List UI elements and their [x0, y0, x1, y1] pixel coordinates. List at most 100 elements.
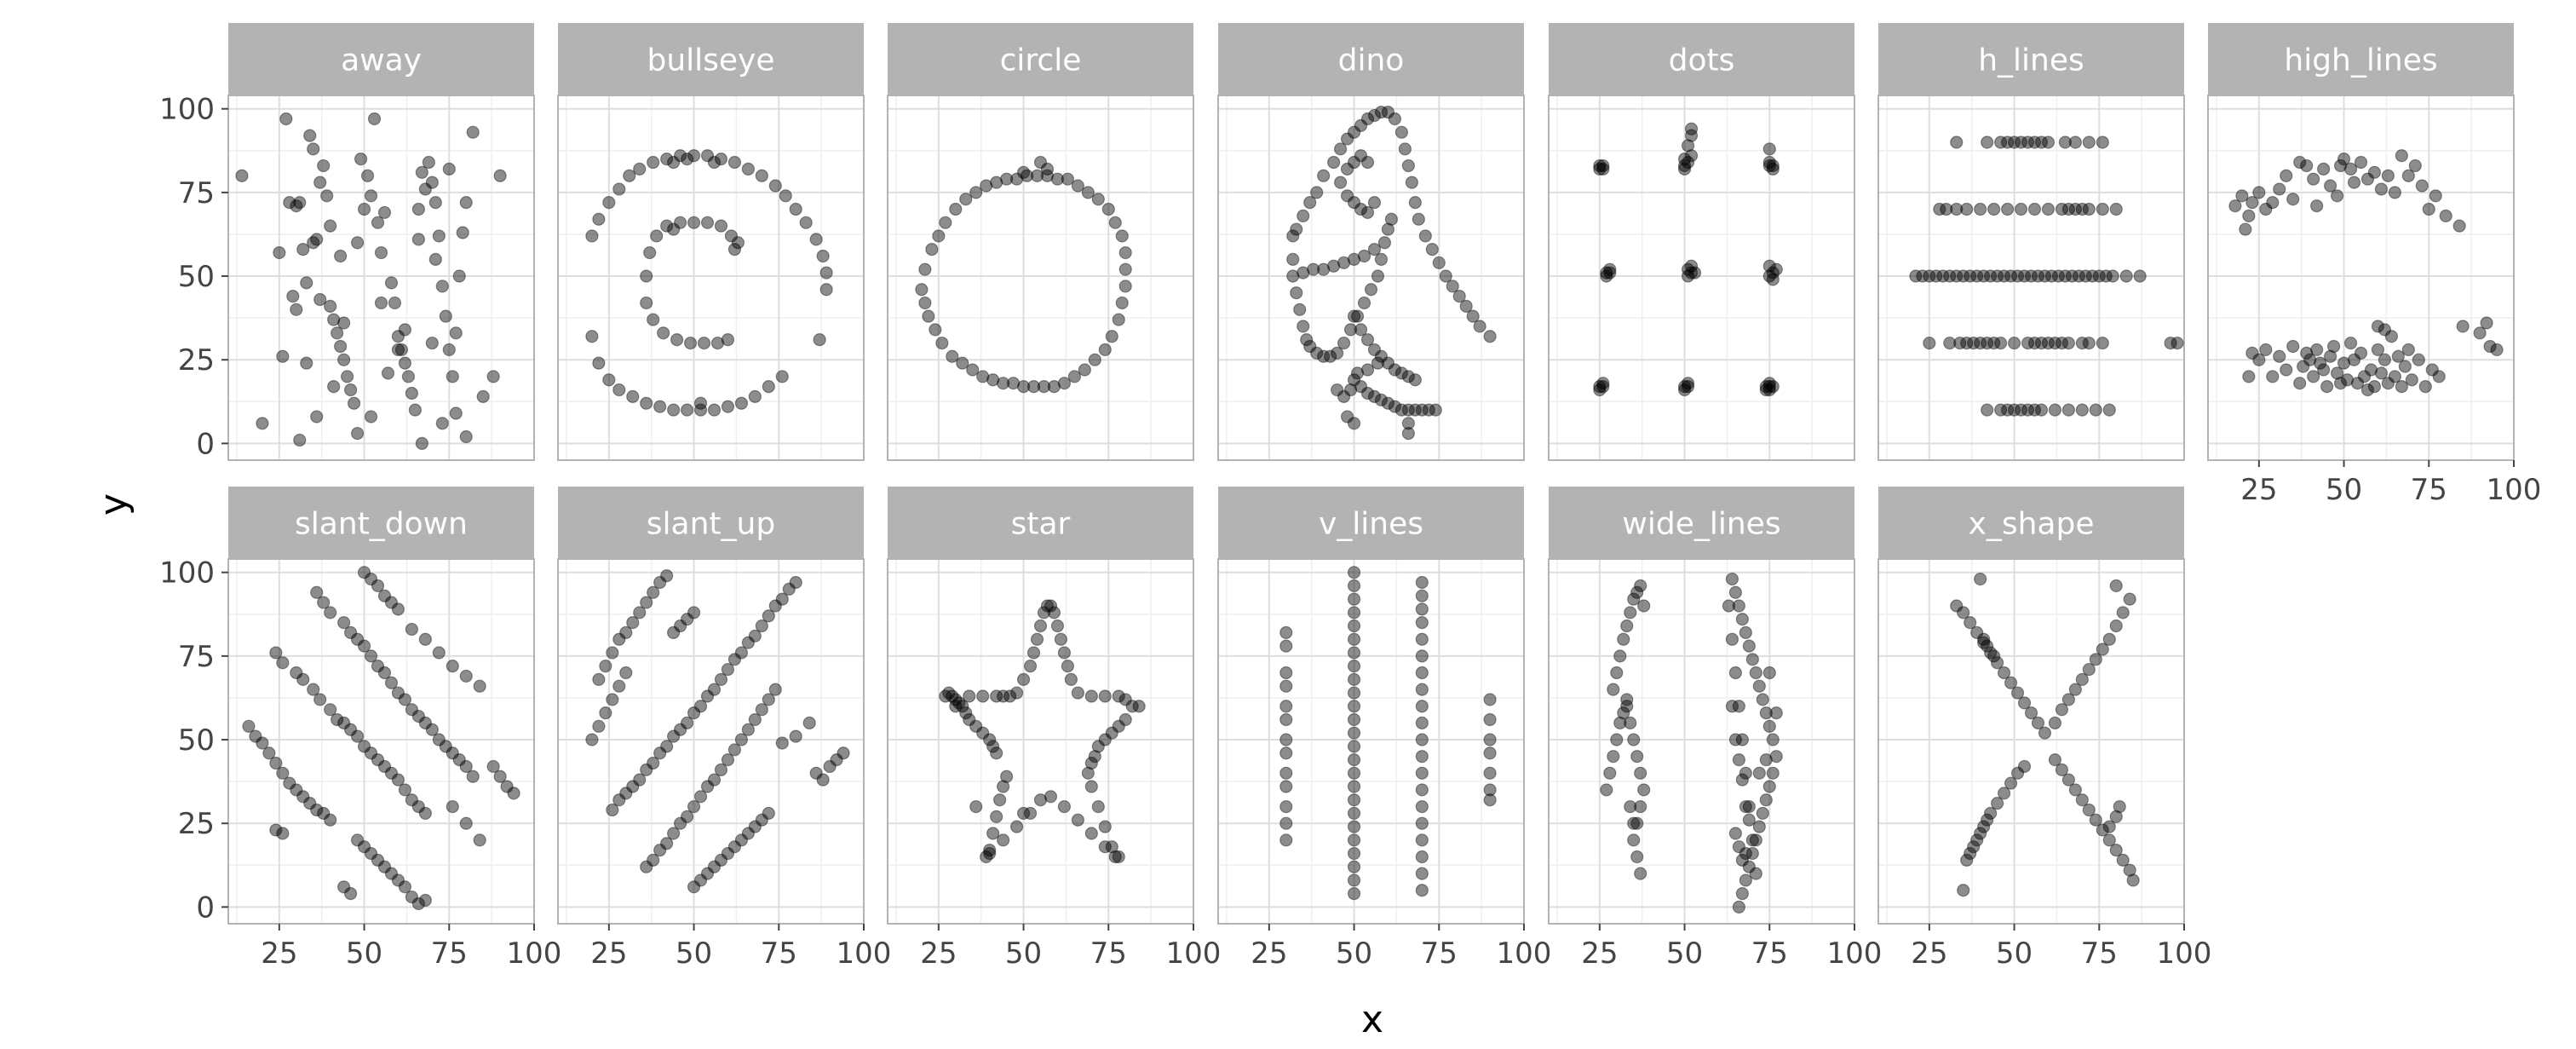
data-point — [693, 790, 708, 804]
data-point — [724, 229, 739, 243]
data-point — [1452, 289, 1466, 303]
data-point — [466, 125, 480, 139]
data-point — [276, 349, 290, 363]
data-point — [1293, 303, 1307, 316]
facet-strip-label: high_lines — [2284, 43, 2437, 78]
data-point — [1337, 336, 1351, 350]
data-point — [374, 296, 388, 310]
data-point — [2133, 269, 2147, 283]
data-point — [1009, 820, 1024, 833]
data-point — [1279, 712, 1293, 727]
data-point — [2061, 202, 2075, 216]
facet-strip-label: slant_down — [295, 507, 468, 542]
data-point — [324, 703, 337, 717]
data-point — [1354, 202, 1368, 216]
data-point — [2337, 356, 2351, 370]
data-point — [1371, 356, 1385, 370]
data-point — [1473, 320, 1486, 333]
data-point — [1297, 266, 1310, 280]
data-point — [612, 679, 626, 693]
data-point — [2044, 269, 2059, 283]
data-point — [640, 269, 653, 283]
data-point — [2273, 349, 2286, 363]
data-point — [1940, 202, 1953, 216]
data-point — [1112, 719, 1125, 733]
data-point — [1354, 380, 1368, 394]
data-point — [418, 716, 432, 730]
data-point — [1401, 417, 1415, 430]
data-point — [1756, 693, 1769, 706]
data-point — [2017, 696, 2032, 710]
data-point — [411, 233, 425, 246]
data-point — [273, 245, 286, 260]
data-point — [364, 410, 378, 424]
data-point — [2014, 403, 2028, 417]
data-point — [1071, 179, 1084, 193]
facet-strip-label: bullseye — [647, 43, 774, 78]
x-tick-label: 50 — [1996, 937, 2033, 971]
data-point — [929, 323, 942, 337]
data-point — [2116, 853, 2130, 867]
data-point — [2051, 269, 2066, 283]
data-point — [310, 803, 324, 817]
data-point — [1425, 243, 1439, 256]
data-point — [391, 602, 405, 616]
data-point — [1630, 585, 1644, 599]
data-point — [1310, 186, 1324, 199]
data-point — [1766, 159, 1780, 173]
facet-strip-label: star — [1011, 507, 1071, 542]
data-point — [1735, 853, 1749, 867]
data-point — [813, 333, 826, 347]
data-point — [1310, 346, 1324, 360]
data-point — [1987, 649, 2001, 663]
data-point — [1091, 740, 1105, 753]
data-point — [1732, 900, 1745, 914]
data-point — [1728, 827, 1742, 840]
data-point — [1279, 700, 1293, 713]
data-point — [300, 276, 313, 290]
data-point — [317, 806, 331, 821]
facet-panel-dots: dots — [1548, 23, 1855, 461]
data-point — [1412, 212, 1425, 226]
data-point — [2027, 336, 2042, 350]
y-tick-label: 0 — [196, 427, 215, 461]
x-tick-label: 75 — [2081, 937, 2118, 971]
data-point — [2021, 135, 2035, 149]
data-point — [466, 769, 480, 783]
data-point — [2102, 403, 2116, 417]
data-point — [2235, 189, 2249, 203]
data-point — [606, 803, 619, 817]
data-point — [2286, 193, 2300, 206]
data-point — [1415, 733, 1429, 746]
data-point — [602, 373, 616, 387]
panel-border — [1217, 558, 1525, 925]
data-point — [307, 236, 320, 250]
data-point — [915, 283, 929, 297]
data-point — [2293, 155, 2307, 170]
data-point — [2113, 799, 2126, 814]
data-point — [585, 229, 599, 243]
data-point — [687, 149, 701, 163]
data-point — [371, 216, 385, 229]
data-point — [755, 619, 768, 633]
data-point — [1762, 159, 1776, 173]
data-point — [2245, 196, 2259, 210]
data-point — [2252, 353, 2266, 366]
data-point — [2405, 373, 2418, 387]
data-point — [1333, 142, 1348, 156]
data-point — [357, 566, 371, 579]
data-point — [1739, 846, 1752, 861]
data-point — [1994, 135, 2008, 149]
data-point — [2330, 366, 2344, 380]
data-point — [1408, 373, 1422, 387]
data-point — [1987, 336, 2001, 350]
data-point — [2381, 377, 2395, 390]
data-point — [347, 396, 361, 410]
data-point — [350, 236, 365, 250]
data-point — [1105, 726, 1118, 740]
data-point — [1374, 106, 1389, 119]
data-point — [2300, 346, 2314, 360]
data-point — [2340, 373, 2355, 387]
data-point — [381, 366, 395, 380]
